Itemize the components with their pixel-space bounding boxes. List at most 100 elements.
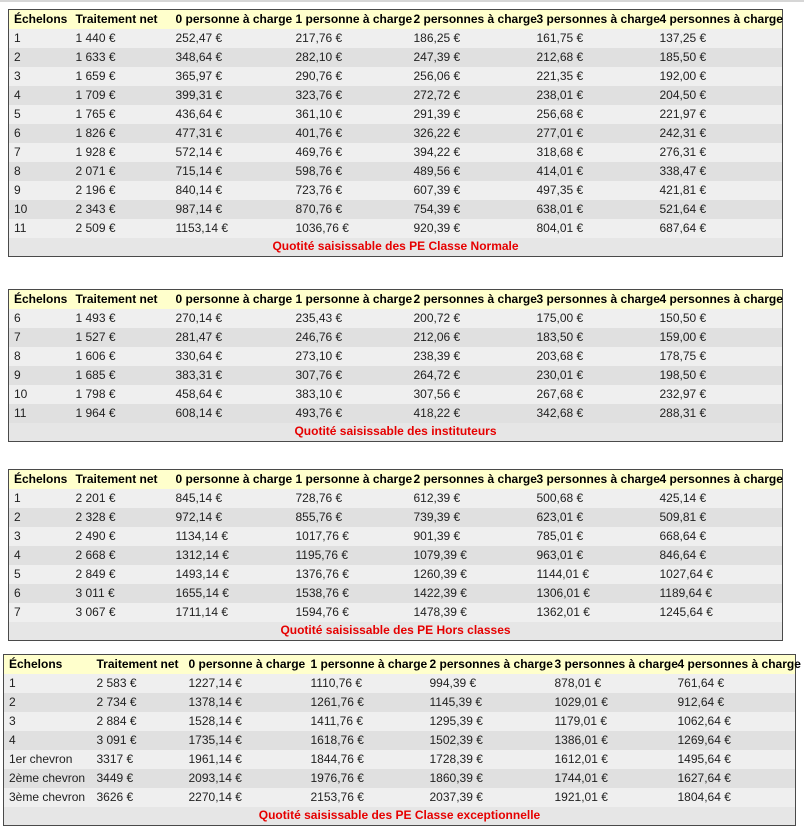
amount-cell: 203,68 € — [531, 346, 655, 366]
amount-cell: 2 328 € — [70, 507, 171, 527]
amount-cell: 1 709 € — [70, 85, 171, 105]
echelon-cell: 1 — [8, 488, 71, 508]
echelon-cell: 6 — [8, 583, 71, 603]
amount-cell: 290,76 € — [290, 66, 409, 86]
amount-cell: 2 071 € — [70, 161, 171, 181]
amount-cell: 1295,39 € — [424, 711, 550, 731]
amount-cell: 1 685 € — [70, 365, 171, 385]
amount-cell: 623,01 € — [531, 507, 655, 527]
amount-cell: 1422,39 € — [408, 583, 532, 603]
amount-cell: 1 606 € — [70, 346, 171, 366]
amount-cell: 1144,01 € — [531, 564, 655, 584]
amount-cell: 469,76 € — [290, 142, 409, 162]
amount-cell: 963,01 € — [531, 545, 655, 565]
top-divider — [0, 0, 804, 2]
echelon-cell: 1er chevron — [3, 749, 92, 769]
amount-cell: 1594,76 € — [290, 602, 409, 622]
amount-cell: 221,35 € — [531, 66, 655, 86]
echelon-cell: 3 — [8, 526, 71, 546]
amount-cell: 840,14 € — [170, 180, 291, 200]
amount-cell: 2 849 € — [70, 564, 171, 584]
amount-cell: 458,64 € — [170, 384, 291, 404]
amount-cell: 204,50 € — [654, 85, 783, 105]
amount-cell: 256,06 € — [408, 66, 532, 86]
amount-cell: 307,76 € — [290, 365, 409, 385]
table-caption: Quotité saisissable des PE Classe except… — [3, 806, 796, 826]
amount-cell: 307,56 € — [408, 384, 532, 404]
table-pe-classe-exceptionnelle: Échelons Traitement net 0 personne à charg… — [3, 654, 801, 826]
echelon-cell: 2ème chevron — [3, 768, 92, 788]
column-header: 4 personnes à charge — [672, 654, 801, 674]
amount-cell: 242,31 € — [654, 123, 783, 143]
amount-cell: 1528,14 € — [183, 711, 306, 731]
amount-cell: 200,72 € — [408, 308, 532, 328]
amount-cell: 383,10 € — [290, 384, 409, 404]
amount-cell: 2153,76 € — [305, 787, 425, 807]
amount-cell: 394,22 € — [408, 142, 532, 162]
amount-cell: 252,47 € — [170, 28, 291, 48]
column-header: Traitement net — [70, 469, 171, 489]
column-header: Échelons — [3, 654, 92, 674]
amount-cell: 1029,01 € — [549, 692, 673, 712]
echelon-cell: 3ème chevron — [3, 787, 92, 807]
amount-cell: 2 668 € — [70, 545, 171, 565]
amount-cell: 3 091 € — [91, 730, 184, 750]
amount-cell: 221,97 € — [654, 104, 783, 124]
amount-cell: 1844,76 € — [305, 749, 425, 769]
column-header: 3 personnes à charge — [549, 654, 678, 674]
amount-cell: 1478,39 € — [408, 602, 532, 622]
amount-cell: 291,39 € — [408, 104, 532, 124]
table-row: 3ème chevron 3626 €2270,14 €2153,76 €2037… — [3, 787, 796, 807]
amount-cell: 270,14 € — [170, 308, 291, 328]
amount-cell: 972,14 € — [170, 507, 291, 527]
amount-cell: 1 964 € — [70, 403, 171, 423]
amount-cell: 1411,76 € — [305, 711, 425, 731]
amount-cell: 330,64 € — [170, 346, 291, 366]
amount-cell: 247,39 € — [408, 47, 532, 67]
echelon-cell: 11 — [8, 403, 71, 423]
amount-cell: 1 928 € — [70, 142, 171, 162]
echelon-cell: 3 — [8, 66, 71, 86]
amount-cell: 1618,76 € — [305, 730, 425, 750]
column-header: 4 personnes à charge — [654, 9, 783, 29]
column-header: 3 personnes à charge — [531, 289, 660, 309]
amount-cell: 1386,01 € — [549, 730, 673, 750]
amount-cell: 2 490 € — [70, 526, 171, 546]
amount-cell: 1 527 € — [70, 327, 171, 347]
amount-cell: 1 826 € — [70, 123, 171, 143]
amount-cell: 183,50 € — [531, 327, 655, 347]
amount-cell: 212,68 € — [531, 47, 655, 67]
amount-cell: 2 884 € — [91, 711, 184, 731]
amount-cell: 687,64 € — [654, 218, 783, 238]
echelon-cell: 3 — [3, 711, 92, 731]
amount-cell: 723,76 € — [290, 180, 409, 200]
amount-cell: 1495,64 € — [672, 749, 796, 769]
amount-cell: 739,39 € — [408, 507, 532, 527]
amount-cell: 761,64 € — [672, 673, 796, 693]
column-header: Traitement net — [70, 9, 171, 29]
amount-cell: 235,43 € — [290, 308, 409, 328]
table-row: 11 2 509 €1153,14 €1036,76 €920,39 €804,0… — [8, 218, 783, 238]
amount-cell: 150,50 € — [654, 308, 783, 328]
amount-cell: 230,01 € — [531, 365, 655, 385]
amount-cell: 192,00 € — [654, 66, 783, 86]
echelon-cell: 9 — [8, 365, 71, 385]
amount-cell: 1269,64 € — [672, 730, 796, 750]
amount-cell: 715,14 € — [170, 161, 291, 181]
amount-cell: 276,31 € — [654, 142, 783, 162]
amount-cell: 1 440 € — [70, 28, 171, 48]
amount-cell: 342,68 € — [531, 403, 655, 423]
amount-cell: 277,01 € — [531, 123, 655, 143]
echelon-cell: 1 — [8, 28, 71, 48]
amount-cell: 1744,01 € — [549, 768, 673, 788]
table-caption: Quotité saisissable des PE Classe Normal… — [8, 237, 783, 257]
amount-cell: 338,47 € — [654, 161, 783, 181]
column-header: 2 personnes à charge — [424, 654, 553, 674]
